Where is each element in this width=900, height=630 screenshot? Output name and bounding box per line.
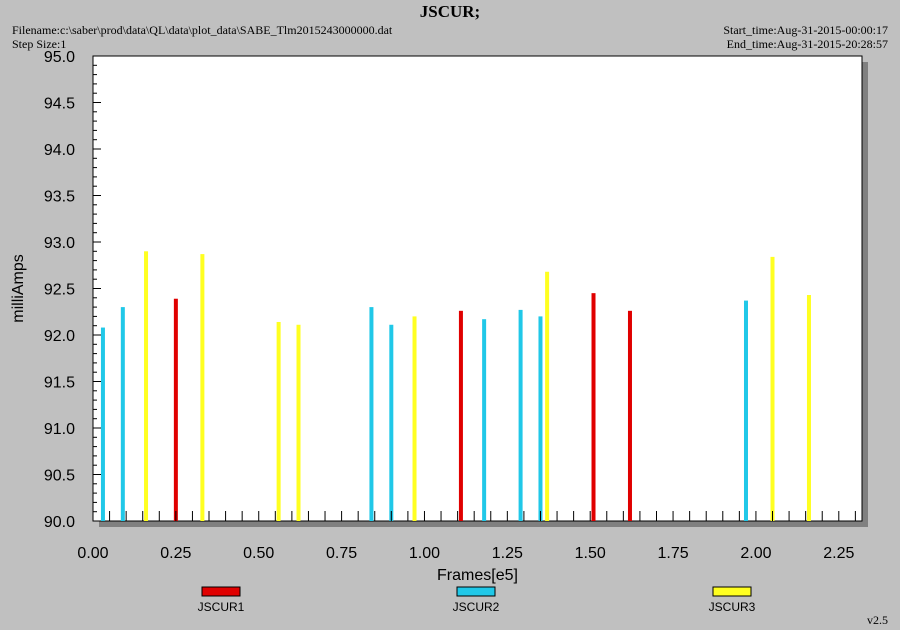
bar-jscur1 <box>627 310 632 521</box>
x-tick-label: 0.00 <box>77 545 108 562</box>
legend-label-jscur3: JSCUR3 <box>709 600 756 614</box>
bar-jscur3 <box>200 254 205 521</box>
legend-swatch-jscur3 <box>712 586 752 597</box>
filename-label: Filename:c:\saber\prod\data\QL\data\plot… <box>12 23 393 37</box>
bar-jscur2 <box>538 316 543 521</box>
bar-jscur2 <box>389 324 394 521</box>
x-tick-label: 2.25 <box>823 545 854 562</box>
plot-area <box>92 55 863 522</box>
y-tick-label: 91.5 <box>44 375 75 392</box>
bar-jscur3 <box>545 271 550 521</box>
legend-swatch-jscur1 <box>201 586 241 597</box>
bar-jscur2 <box>120 307 125 521</box>
x-tick-label: 2.00 <box>740 545 771 562</box>
x-tick-label: 0.25 <box>160 545 191 562</box>
x-tick-label: 1.50 <box>575 545 606 562</box>
end-time-label: End_time:Aug-31-2015-20:28:57 <box>726 37 888 51</box>
x-tick-label: 0.50 <box>243 545 274 562</box>
bar-jscur2 <box>743 300 748 521</box>
y-tick-label: 92.0 <box>44 328 75 345</box>
bar-jscur2 <box>518 309 523 521</box>
x-tick-label: 1.00 <box>409 545 440 562</box>
bar-jscur1 <box>591 293 596 521</box>
x-tick-label: 1.25 <box>492 545 523 562</box>
y-tick-label: 92.5 <box>44 282 75 299</box>
bar-jscur3 <box>806 295 811 521</box>
y-tick-label: 94.5 <box>44 96 75 113</box>
bar-jscur1 <box>173 298 178 521</box>
bar-jscur3 <box>296 324 301 521</box>
bar-jscur3 <box>412 316 417 521</box>
bar-jscur2 <box>482 319 487 521</box>
bar-jscur3 <box>770 256 775 521</box>
version-label: v2.5 <box>867 613 888 627</box>
y-tick-label: 90.0 <box>44 514 75 531</box>
y-tick-label: 94.0 <box>44 142 75 159</box>
bar-jscur2 <box>369 307 374 521</box>
legend-label-jscur1: JSCUR1 <box>198 600 245 614</box>
x-tick-label: 0.75 <box>326 545 357 562</box>
x-axis-title: Frames[e5] <box>437 567 518 584</box>
start-time-label: Start_time:Aug-31-2015-00:00:17 <box>723 23 888 37</box>
y-tick-label: 93.0 <box>44 235 75 252</box>
y-tick-label: 93.5 <box>44 189 75 206</box>
legend-label-jscur2: JSCUR2 <box>453 600 500 614</box>
y-tick-label: 90.5 <box>44 468 75 485</box>
bar-jscur2 <box>100 327 105 521</box>
chart-title: JSCUR; <box>419 2 481 21</box>
y-axis-title: milliAmps <box>10 254 27 322</box>
x-tick-label: 1.75 <box>657 545 688 562</box>
y-tick-label: 95.0 <box>44 49 75 66</box>
bar-jscur1 <box>458 310 463 521</box>
bar-jscur3 <box>276 321 281 521</box>
y-tick-label: 91.0 <box>44 421 75 438</box>
legend-swatch-jscur2 <box>456 586 496 597</box>
bar-jscur3 <box>144 251 149 522</box>
step-size-label: Step Size:1 <box>12 37 67 51</box>
